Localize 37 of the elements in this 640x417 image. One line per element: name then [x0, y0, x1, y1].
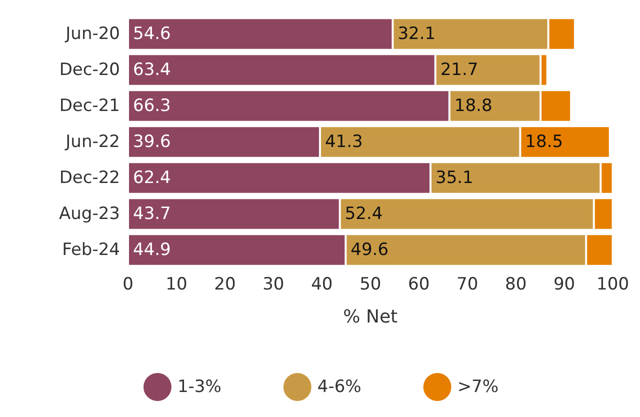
data-label: 18.5 [525, 132, 564, 152]
data-label: 49.6 [350, 240, 389, 260]
data-label: 62.4 [133, 168, 171, 188]
x-tick-label: 100 [596, 274, 630, 294]
legend-label: 4-6% [317, 377, 362, 397]
x-tick-label: 50 [360, 274, 382, 294]
data-label: 39.6 [133, 132, 171, 152]
data-label: 52.4 [344, 204, 383, 224]
legend-label: 1-3% [177, 377, 222, 397]
data-label: 43.7 [133, 204, 171, 224]
data-label: 54.6 [133, 24, 171, 44]
data-label: 41.3 [324, 132, 363, 152]
y-tick-label: Dec-20 [59, 60, 120, 80]
y-tick-label: Feb-24 [62, 240, 120, 260]
y-tick-label: Jun-22 [64, 132, 120, 152]
x-tick-label: 40 [311, 274, 333, 294]
y-tick-label: Dec-21 [59, 96, 120, 116]
x-tick-label: 10 [166, 274, 188, 294]
y-tick-label: Dec-22 [59, 168, 120, 188]
data-label: 63.4 [133, 60, 171, 80]
x-tick-label: 90 [553, 274, 576, 294]
x-tick-label: 70 [456, 274, 478, 294]
y-tick-label: Jun-20 [64, 24, 120, 44]
x-tick-label: 30 [262, 274, 284, 294]
data-label: 21.7 [440, 60, 478, 80]
legend-label: >7% [457, 377, 499, 397]
data-label: 18.8 [454, 96, 492, 116]
y-tick-label: Aug-23 [59, 204, 120, 224]
x-tick-label: 80 [505, 274, 527, 294]
data-label: 32.1 [398, 24, 436, 44]
x-axis-title: % Net [343, 306, 398, 328]
x-tick-label: 20 [214, 274, 236, 294]
x-tick-label: 0 [122, 274, 134, 294]
x-tick-label: 60 [408, 274, 430, 294]
data-label: 35.1 [436, 168, 474, 188]
data-label: 66.3 [133, 96, 171, 116]
data-label: 44.9 [133, 240, 171, 260]
